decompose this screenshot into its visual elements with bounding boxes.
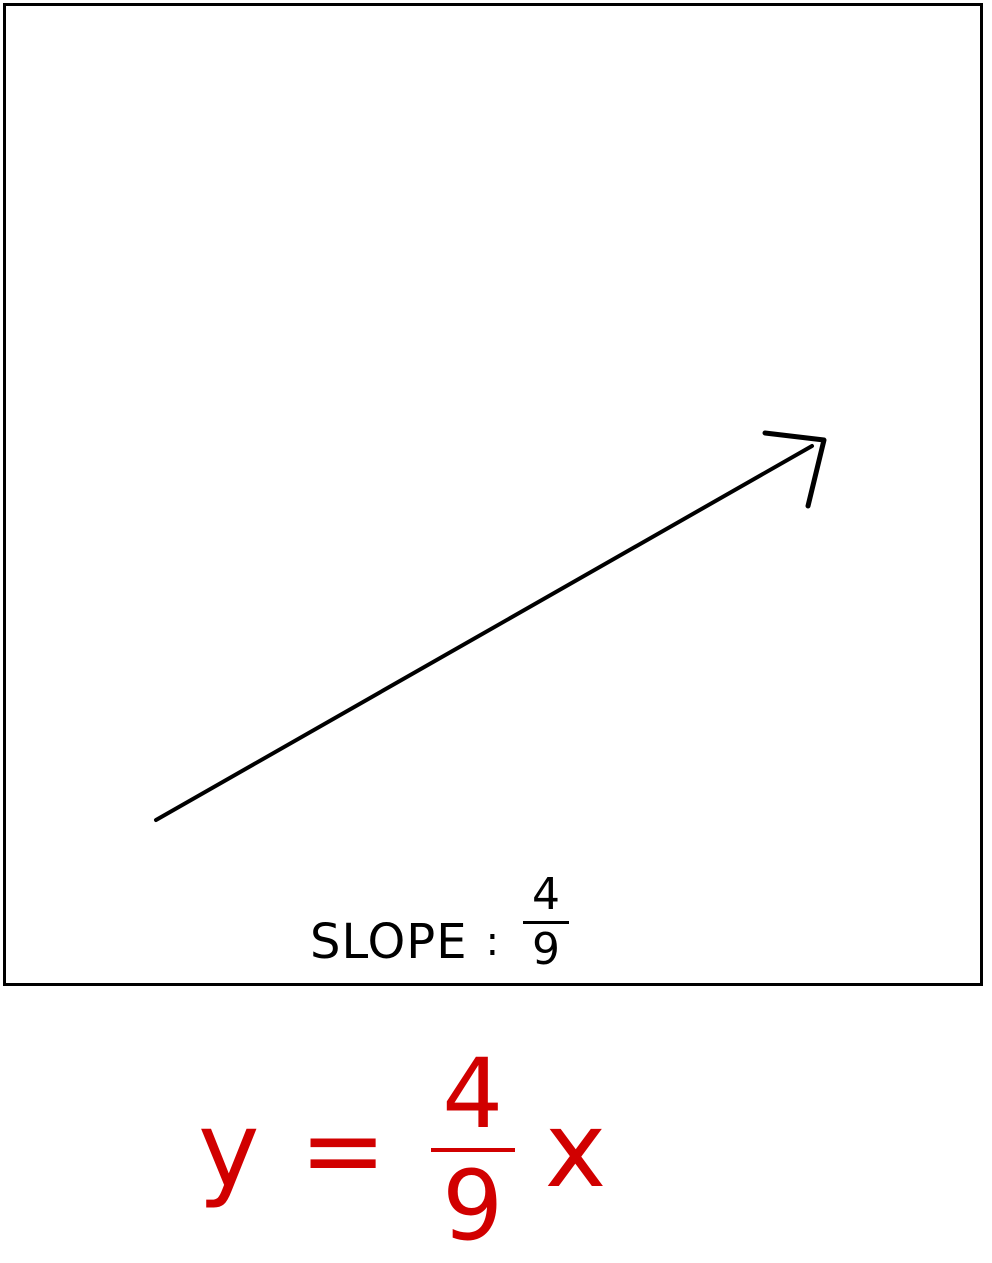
equation-equals: =: [299, 1089, 387, 1211]
slope-separator: :: [485, 919, 500, 965]
slope-fraction: 4 9: [523, 868, 570, 975]
equation-lhs: y: [198, 1089, 260, 1211]
fraction-bar: [523, 920, 570, 924]
line-equation: y = 4 9 x: [198, 1040, 606, 1260]
arrow-shaft: [154, 444, 814, 822]
slope-numerator: 4: [532, 868, 561, 920]
slope-denominator: 9: [532, 923, 561, 975]
diagram-frame: [3, 3, 983, 986]
equation-denominator: 9: [442, 1150, 504, 1262]
arrow-head-icon: [762, 430, 827, 509]
slope-label: SLOPE: [310, 914, 468, 970]
equation-fraction-bar: [430, 1148, 515, 1152]
slope-annotation: SLOPE : 4 9: [310, 862, 570, 982]
equation-numerator: 4: [442, 1038, 504, 1150]
equation-fraction: 4 9: [430, 1038, 515, 1262]
equation-variable: x: [544, 1089, 607, 1211]
